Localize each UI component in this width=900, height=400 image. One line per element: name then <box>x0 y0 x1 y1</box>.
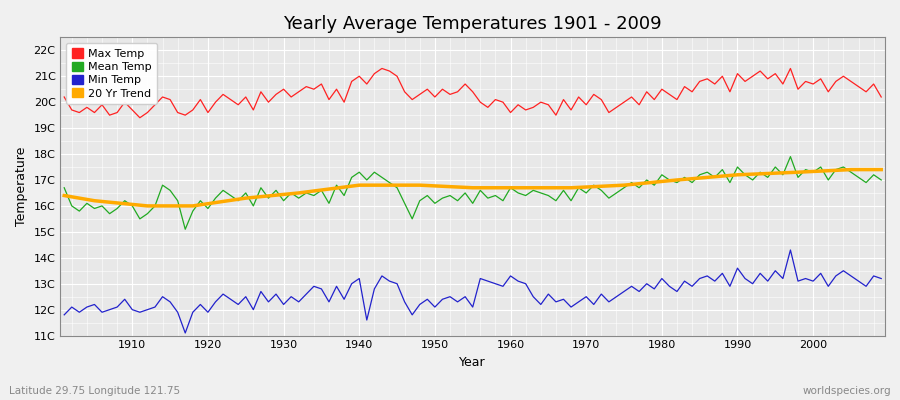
X-axis label: Year: Year <box>459 356 486 369</box>
Legend: Max Temp, Mean Temp, Min Temp, 20 Yr Trend: Max Temp, Mean Temp, Min Temp, 20 Yr Tre… <box>66 43 158 104</box>
Title: Yearly Average Temperatures 1901 - 2009: Yearly Average Temperatures 1901 - 2009 <box>284 15 662 33</box>
Text: Latitude 29.75 Longitude 121.75: Latitude 29.75 Longitude 121.75 <box>9 386 180 396</box>
Y-axis label: Temperature: Temperature <box>15 147 28 226</box>
Text: worldspecies.org: worldspecies.org <box>803 386 891 396</box>
